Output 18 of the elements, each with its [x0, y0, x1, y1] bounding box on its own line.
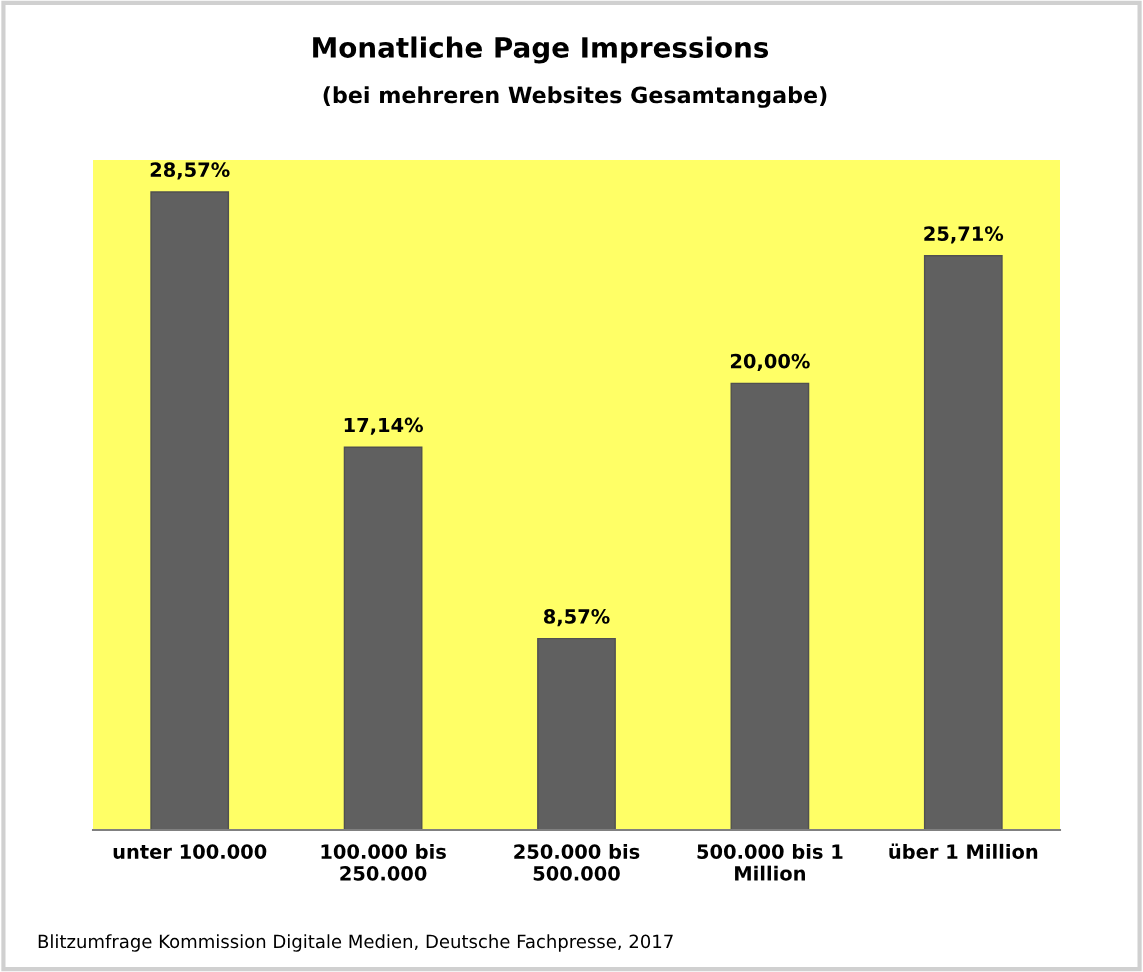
- bar: [150, 191, 230, 830]
- chart-subtitle: (bei mehreren Websites Gesamtangabe): [323, 86, 827, 108]
- x-tick-label: unter 100.000: [113, 844, 267, 859]
- x-tick-label: über 1 Million: [889, 843, 1038, 859]
- x-tick-label: 250.000 bis 500.000: [514, 843, 640, 881]
- data-label: 25,71%: [924, 226, 1004, 244]
- x-tick-label: 100.000 bis 250.000: [321, 843, 446, 881]
- data-label: 8,57%: [543, 609, 610, 627]
- bar: [923, 255, 1003, 830]
- x-tick-label: 500.000 bis 1 Million: [697, 843, 843, 881]
- data-label: 17,14%: [344, 417, 423, 435]
- bar: [730, 382, 810, 830]
- bar: [537, 637, 616, 830]
- text: Blitzumfrage Kommission Digitale Medien, Deutsche Fachpresse, 2017: [38, 934, 673, 952]
- data-label: 28,57%: [150, 162, 230, 180]
- bar: [343, 446, 423, 830]
- chart-title: Monatliche Page Impressions: [313, 36, 769, 64]
- data-label: 20,00%: [730, 353, 810, 371]
